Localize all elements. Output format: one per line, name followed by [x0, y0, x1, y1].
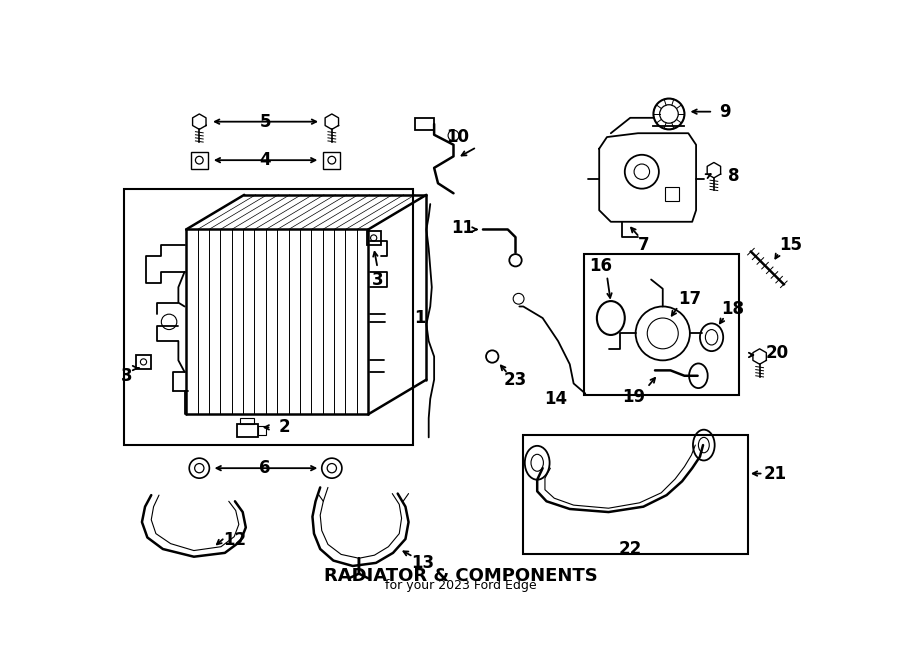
Text: 13: 13: [411, 554, 434, 572]
Bar: [584, 254, 739, 395]
Text: 12: 12: [223, 531, 247, 549]
Bar: [665, 187, 679, 201]
Bar: [191, 152, 208, 169]
Text: 5: 5: [259, 112, 271, 131]
Bar: [124, 188, 413, 445]
Text: RADIATOR & COMPONENTS: RADIATOR & COMPONENTS: [324, 567, 598, 585]
Text: 15: 15: [779, 236, 802, 254]
Text: 18: 18: [721, 300, 744, 318]
Text: 16: 16: [590, 257, 612, 276]
Text: 11: 11: [451, 219, 474, 237]
Bar: [240, 418, 255, 424]
Text: 8: 8: [728, 167, 740, 184]
Text: 6: 6: [259, 459, 271, 477]
Text: 2: 2: [279, 418, 291, 436]
Bar: [523, 435, 748, 555]
Text: 22: 22: [618, 540, 642, 558]
Text: 10: 10: [446, 128, 469, 146]
Text: 1: 1: [414, 309, 426, 327]
Text: 20: 20: [766, 344, 789, 362]
Text: 4: 4: [259, 151, 271, 169]
Bar: [136, 355, 151, 369]
Text: 23: 23: [504, 371, 527, 389]
Bar: [323, 152, 340, 169]
Text: 19: 19: [623, 388, 645, 407]
Text: 21: 21: [763, 465, 787, 483]
Text: 9: 9: [719, 102, 731, 121]
Text: 7: 7: [637, 236, 649, 254]
Text: 3: 3: [372, 270, 383, 288]
Bar: [237, 424, 258, 437]
Bar: [258, 426, 266, 435]
Text: 14: 14: [544, 390, 567, 408]
Text: for your 2023 Ford Edge: for your 2023 Ford Edge: [385, 580, 537, 592]
Bar: [415, 118, 434, 130]
Text: 3: 3: [121, 367, 132, 385]
Text: 17: 17: [679, 290, 701, 308]
Bar: [366, 231, 381, 245]
